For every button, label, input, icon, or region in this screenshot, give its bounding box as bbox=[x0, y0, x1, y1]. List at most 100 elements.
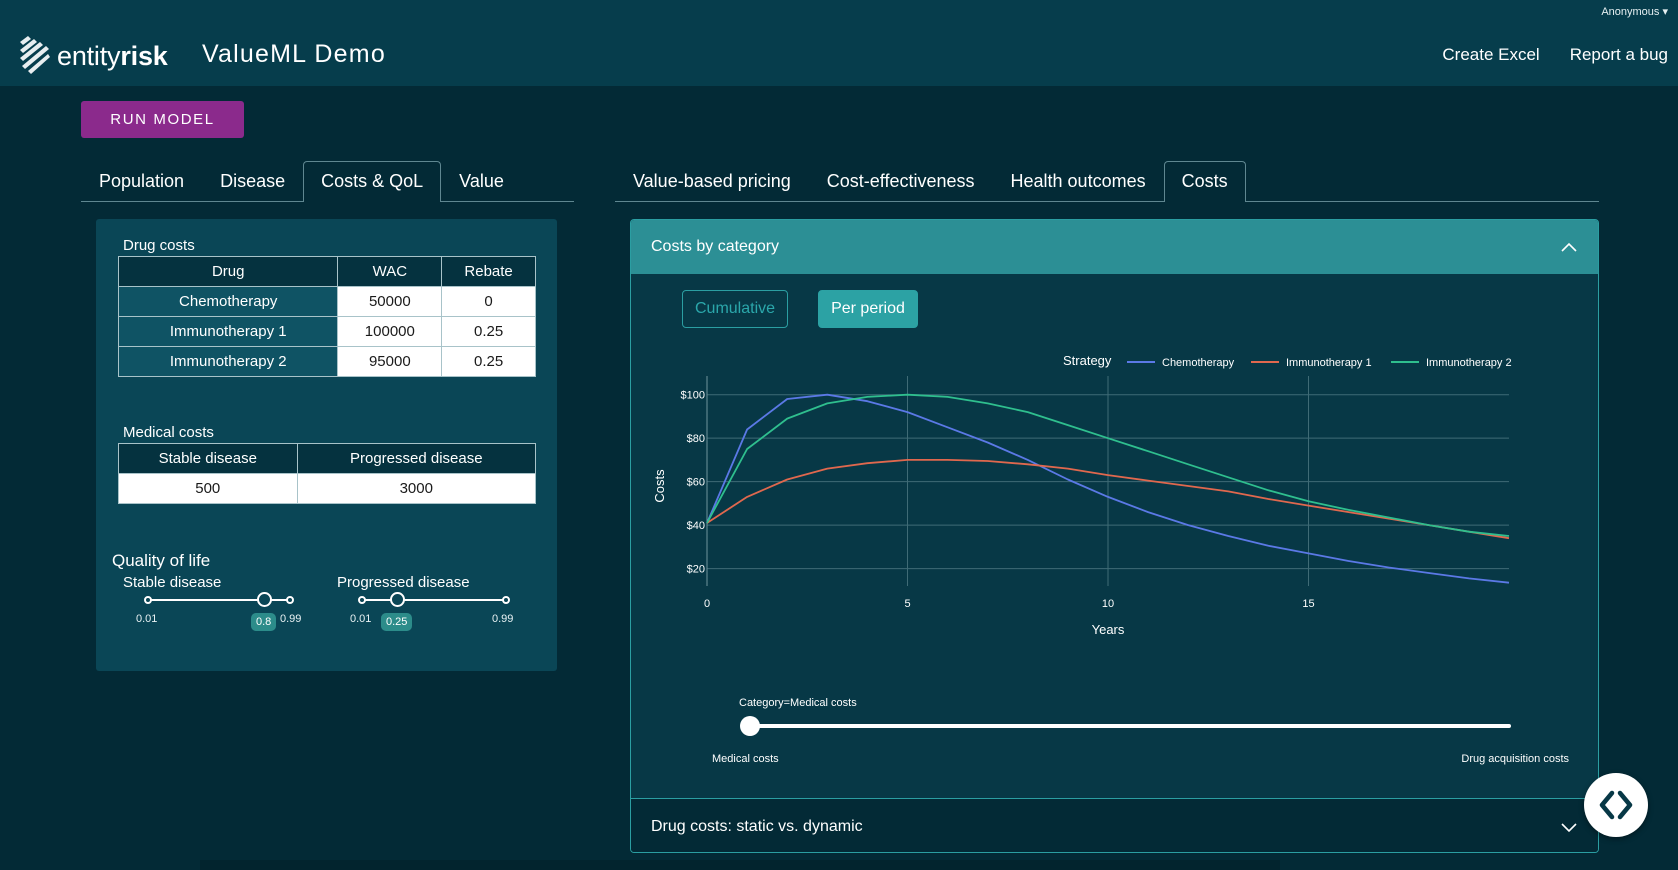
x-tick-label: 5 bbox=[904, 598, 910, 610]
tab-value[interactable]: Value bbox=[459, 171, 504, 191]
chevron-up-icon[interactable] bbox=[1560, 238, 1578, 256]
drug-costs-title: Drug costs bbox=[123, 237, 195, 254]
tab-costs-qol[interactable]: Costs & QoL bbox=[303, 161, 442, 202]
report-bug-link[interactable]: Report a bug bbox=[1569, 45, 1668, 64]
navbar: Anonymous ▾ entityrisk ValueML Demo Crea… bbox=[0, 0, 1678, 86]
run-model-button[interactable]: RUN MODEL bbox=[81, 101, 244, 138]
progressed-disease-slider-handle[interactable] bbox=[390, 592, 405, 607]
tab-disease[interactable]: Disease bbox=[220, 171, 286, 191]
legend-title: Strategy bbox=[1063, 353, 1112, 368]
stable-disease-slider-value: 0.8 bbox=[251, 613, 277, 631]
app-title: ValueML Demo bbox=[202, 40, 386, 68]
column-header: Progressed disease bbox=[296, 443, 537, 474]
table-row: Immunotherapy 1 100000 0.25 bbox=[117, 316, 536, 347]
y-axis-title: Costs bbox=[652, 469, 667, 503]
progressed-disease-slider-track[interactable] bbox=[362, 599, 504, 601]
slider-max-label: 0.99 bbox=[492, 613, 514, 625]
costs-by-category-body: Cumulative Per period 0 5 10 15 $20 $40 $60 $80… bbox=[631, 274, 1598, 798]
wac-cell[interactable]: 100000 bbox=[337, 316, 443, 347]
costs-by-category-title: Costs by category bbox=[651, 238, 780, 255]
create-excel-link[interactable]: Create Excel bbox=[1442, 45, 1540, 64]
slider-min-mark bbox=[358, 596, 366, 604]
wac-cell[interactable]: 50000 bbox=[337, 286, 443, 317]
rebate-cell[interactable]: 0.25 bbox=[441, 346, 536, 377]
legend-item-immunotherapy-1: Immunotherapy 1 bbox=[1286, 357, 1372, 369]
entityrisk-logo-icon bbox=[20, 36, 50, 74]
column-header: Rebate bbox=[441, 256, 536, 287]
legend-item-chemotherapy: Chemotherapy bbox=[1162, 357, 1235, 369]
x-axis-title: Years bbox=[1092, 622, 1125, 637]
column-header: Stable disease bbox=[118, 443, 298, 474]
series-line-chemotherapy bbox=[706, 393, 1510, 584]
costs-accordion: Costs by category Cumulative Per period … bbox=[630, 219, 1599, 853]
series-line-immunotherapy-1 bbox=[706, 458, 1510, 540]
column-header: WAC bbox=[337, 256, 443, 287]
rebate-cell[interactable]: 0.25 bbox=[441, 316, 536, 347]
drug-name-cell: Chemotherapy bbox=[117, 286, 339, 317]
tab-cost-effectiveness[interactable]: Cost-effectiveness bbox=[826, 171, 975, 191]
table-row: 500 3000 bbox=[118, 473, 537, 504]
medical-costs-table: Stable disease Progressed disease 500 30… bbox=[118, 443, 537, 504]
table-row: Chemotherapy 50000 0 bbox=[117, 286, 536, 317]
logo-text: entityrisk bbox=[57, 40, 168, 71]
tab-value-based-pricing[interactable]: Value-based pricing bbox=[633, 171, 791, 191]
stable-disease-slider-handle[interactable] bbox=[257, 592, 272, 607]
costs-line-chart: 0 5 10 15 $20 $40 $60 $80 $100 Years Costs Strategy… bbox=[652, 353, 1569, 765]
logo[interactable]: entityrisk bbox=[18, 36, 168, 76]
quality-of-life-title: Quality of life bbox=[112, 551, 211, 570]
category-step-medical-costs: Medical costs bbox=[712, 753, 779, 765]
code-brackets-icon bbox=[1599, 790, 1633, 820]
y-tick-label: $80 bbox=[687, 433, 705, 445]
stable-disease-slider-label: Stable disease bbox=[123, 574, 222, 591]
x-tick-label: 0 bbox=[704, 598, 710, 610]
slider-max-mark bbox=[502, 596, 510, 604]
medical-costs-title: Medical costs bbox=[123, 424, 214, 441]
drug-name-cell: Immunotherapy 1 bbox=[117, 316, 339, 347]
rebate-cell[interactable]: 0 bbox=[441, 286, 536, 317]
drug-costs-table: Drug WAC Rebate Chemotherapy 50000 0 Imm… bbox=[117, 256, 536, 377]
x-tick-label: 15 bbox=[1302, 598, 1314, 610]
y-tick-label: $60 bbox=[687, 477, 705, 489]
code-view-button[interactable] bbox=[1584, 773, 1648, 837]
category-slider-handle[interactable] bbox=[740, 716, 760, 736]
column-header: Drug bbox=[117, 256, 339, 287]
category-step-drug-acquisition-costs: Drug acquisition costs bbox=[1461, 753, 1569, 765]
y-tick-label: $20 bbox=[687, 564, 705, 576]
table-header-row: Drug WAC Rebate bbox=[117, 256, 536, 287]
slider-max-mark bbox=[286, 596, 294, 604]
x-tick-label: 10 bbox=[1102, 598, 1114, 610]
legend-item-immunotherapy-2: Immunotherapy 2 bbox=[1426, 357, 1512, 369]
slider-min-label: 0.01 bbox=[350, 613, 372, 625]
category-slider-label: Category=Medical costs bbox=[739, 697, 857, 709]
cumulative-toggle-button[interactable]: Cumulative bbox=[682, 290, 788, 328]
stable-disease-cost-cell[interactable]: 500 bbox=[118, 473, 298, 504]
per-period-toggle-button[interactable]: Per period bbox=[818, 290, 918, 328]
output-tabs: Value-based pricing Cost-effectiveness H… bbox=[615, 161, 1599, 202]
y-tick-label: $100 bbox=[681, 390, 705, 402]
wac-cell[interactable]: 95000 bbox=[337, 346, 443, 377]
slider-min-mark bbox=[144, 596, 152, 604]
slider-max-label: 0.99 bbox=[280, 613, 302, 625]
stable-disease-slider-track[interactable] bbox=[148, 599, 288, 601]
table-row: Immunotherapy 2 95000 0.25 bbox=[117, 346, 536, 377]
nav-links: Create Excel Report a bug bbox=[1442, 45, 1668, 65]
series-line-immunotherapy-2 bbox=[706, 393, 1510, 537]
slider-min-label: 0.01 bbox=[136, 613, 158, 625]
progressed-disease-slider-label: Progressed disease bbox=[337, 574, 470, 591]
drug-name-cell: Immunotherapy 2 bbox=[117, 346, 339, 377]
tab-population[interactable]: Population bbox=[99, 171, 185, 191]
tab-costs[interactable]: Costs bbox=[1163, 161, 1246, 202]
costs-by-category-header[interactable]: Costs by category bbox=[631, 220, 1598, 274]
costs-qol-panel: Drug costs Drug WAC Rebate Chemotherapy … bbox=[96, 219, 557, 671]
input-tabs: Population Disease Costs & QoL Value bbox=[81, 161, 574, 202]
progressed-disease-slider-value: 0.25 bbox=[381, 613, 413, 631]
y-tick-label: $40 bbox=[687, 520, 705, 532]
drug-costs-static-dynamic-title: Drug costs: static vs. dynamic bbox=[651, 818, 863, 835]
chevron-down-icon[interactable] bbox=[1560, 819, 1578, 837]
tab-health-outcomes[interactable]: Health outcomes bbox=[1010, 171, 1146, 191]
bottom-bar bbox=[200, 860, 1280, 870]
table-header-row: Stable disease Progressed disease bbox=[118, 443, 537, 474]
user-menu[interactable]: Anonymous ▾ bbox=[1601, 6, 1668, 18]
drug-costs-static-dynamic-header[interactable]: Drug costs: static vs. dynamic bbox=[631, 798, 1598, 852]
progressed-disease-cost-cell[interactable]: 3000 bbox=[296, 473, 537, 504]
